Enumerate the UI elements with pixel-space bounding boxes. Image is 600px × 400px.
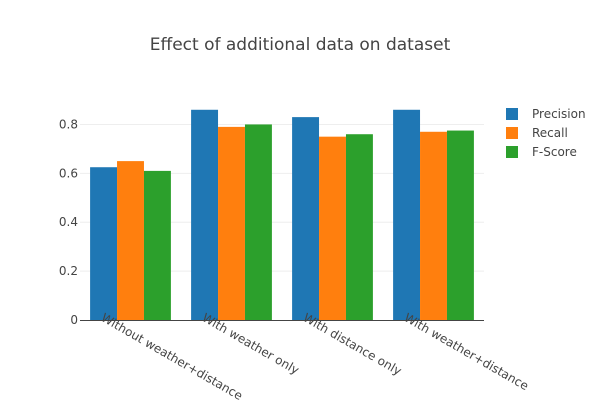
bar-recall[interactable]: [420, 131, 447, 320]
bar-recall[interactable]: [319, 136, 346, 320]
legend[interactable]: Precision Recall F-Score: [506, 107, 586, 159]
y-tick-label: 0.6: [59, 166, 78, 180]
bar-precision[interactable]: [292, 117, 320, 320]
legend-swatch: [506, 127, 518, 139]
legend-item-recall[interactable]: Recall: [506, 126, 568, 140]
legend-label: Recall: [532, 126, 568, 140]
y-axis-ticks: 0 0.2 0.4 0.6 0.8: [59, 117, 78, 327]
bar-precision[interactable]: [90, 167, 118, 320]
legend-label: Precision: [532, 107, 586, 121]
legend-item-precision[interactable]: Precision: [506, 107, 586, 121]
bar-f-score[interactable]: [244, 124, 272, 320]
bar-recall[interactable]: [218, 126, 245, 320]
legend-swatch: [506, 146, 518, 158]
y-tick-label: 0: [70, 313, 78, 327]
y-tick-label: 0.4: [59, 215, 78, 229]
chart-title: Effect of additional data on dataset: [150, 35, 451, 55]
bar-precision[interactable]: [191, 109, 219, 321]
y-tick-label: 0.8: [59, 117, 78, 131]
x-tick-label: With weather+distance: [402, 310, 531, 393]
legend-swatch: [506, 108, 518, 120]
legend-item-f-score[interactable]: F-Score: [506, 145, 577, 159]
bar-precision[interactable]: [393, 109, 421, 321]
y-tick-label: 0.2: [59, 264, 78, 278]
bar-f-score[interactable]: [345, 134, 373, 320]
bar-f-score[interactable]: [446, 130, 474, 320]
bar-recall[interactable]: [117, 161, 144, 320]
bars: [90, 109, 474, 321]
bar-f-score[interactable]: [143, 170, 171, 320]
legend-label: F-Score: [532, 145, 577, 159]
